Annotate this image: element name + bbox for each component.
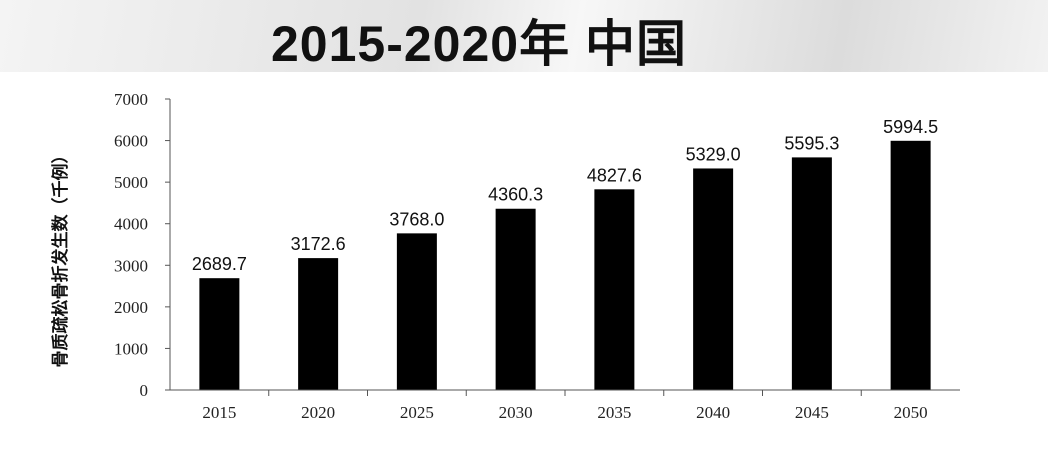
y-tick-label: 0 [140,381,149,400]
data-label-2040: 5329.0 [686,144,741,164]
page-title: 2015-2020年 中国 [270,16,687,72]
bars: 2689.7 3172.6 3768.0 4360.3 4827.6 5329.0 5595… [192,117,938,390]
data-label-2025: 3768.0 [389,209,444,229]
x-tick-label-2020: 2020 [301,403,335,422]
x-tick-label-2025: 2025 [400,403,434,422]
y-tick-label: 1000 [114,339,148,358]
data-label-2030: 4360.3 [488,185,543,205]
bar-2045 [791,157,832,390]
data-label-2035: 4827.6 [587,165,642,185]
x-axis-ticks: 2015 2020 2025 2030 2035 2040 2045 2050 [202,390,928,422]
bar-2020 [298,258,339,390]
x-tick-label-2040: 2040 [696,403,730,422]
bar-2040 [693,168,734,390]
data-label-2045: 5595.3 [784,133,839,153]
x-tick-label-2045: 2045 [795,403,829,422]
y-tick-label: 4000 [114,215,148,234]
y-tick-label: 2000 [114,298,148,317]
y-axis-label: 骨质疏松骨折发生数（千例） [50,147,71,368]
bar-2025 [396,233,437,390]
x-tick-label-2015: 2015 [202,403,236,422]
y-tick-label: 3000 [114,256,148,275]
y-axis-ticks: 0 1000 2000 3000 4000 5000 6000 7000 [114,90,170,400]
bar-2015 [199,278,240,390]
title-banner [0,0,1048,72]
y-tick-label: 6000 [114,132,148,151]
bar-2030 [495,208,536,390]
bar-chart: 0 1000 2000 3000 4000 5000 6000 7000 2689.7 3172… [50,90,960,422]
data-label-2015: 2689.7 [192,254,247,274]
data-label-2050: 5994.5 [883,117,938,137]
bar-2050 [890,140,931,390]
y-tick-label: 5000 [114,173,148,192]
x-tick-label-2030: 2030 [499,403,533,422]
data-label-2020: 3172.6 [291,234,346,254]
x-tick-label-2050: 2050 [894,403,928,422]
x-tick-label-2035: 2035 [597,403,631,422]
y-tick-label: 7000 [114,90,148,109]
bar-2035 [594,189,635,390]
